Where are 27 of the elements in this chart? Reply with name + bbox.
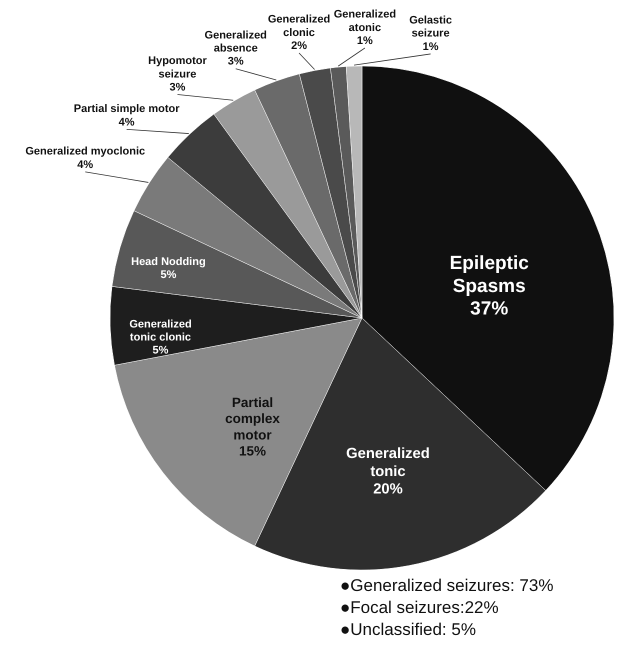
- data-label: 1%: [422, 40, 439, 53]
- text: ●Focal seizures:22%: [340, 598, 499, 617]
- slice-label: Partial complex motor: [225, 394, 280, 442]
- data-label: 15%: [238, 444, 266, 459]
- text: ●Generalized seizures: 73%: [340, 576, 554, 595]
- data-label: 4%: [77, 158, 94, 171]
- data-label: 37%: [470, 298, 508, 320]
- slice-label: Epileptic Spasms: [450, 252, 530, 297]
- slice-label: Hypomotor seizure: [148, 55, 208, 80]
- data-label: 1%: [356, 35, 374, 48]
- data-label: 5%: [160, 268, 177, 281]
- text: ●Unclassified: 5%: [340, 620, 476, 639]
- slice-label: Generalized atonic: [334, 8, 396, 34]
- data-label: 4%: [118, 116, 135, 128]
- slice-label: Gelastic seizure: [409, 14, 452, 40]
- data-label: 5%: [152, 344, 169, 357]
- data-label: 20%: [373, 482, 403, 498]
- slice-label: Generalized myoclonic: [25, 146, 146, 158]
- slice-label: Head Nodding: [131, 256, 206, 268]
- data-label: 2%: [291, 40, 308, 52]
- slice-label: Generalized tonic: [346, 446, 430, 480]
- data-label: 3%: [228, 56, 244, 68]
- data-label: 3%: [170, 82, 186, 94]
- slice-label: Partial simple motor: [74, 103, 180, 116]
- slice-label: Generalized tonic clonic: [129, 318, 192, 344]
- slice-label: Generalized absence: [204, 29, 267, 55]
- slice-label: Generalized clonic: [268, 14, 330, 39]
